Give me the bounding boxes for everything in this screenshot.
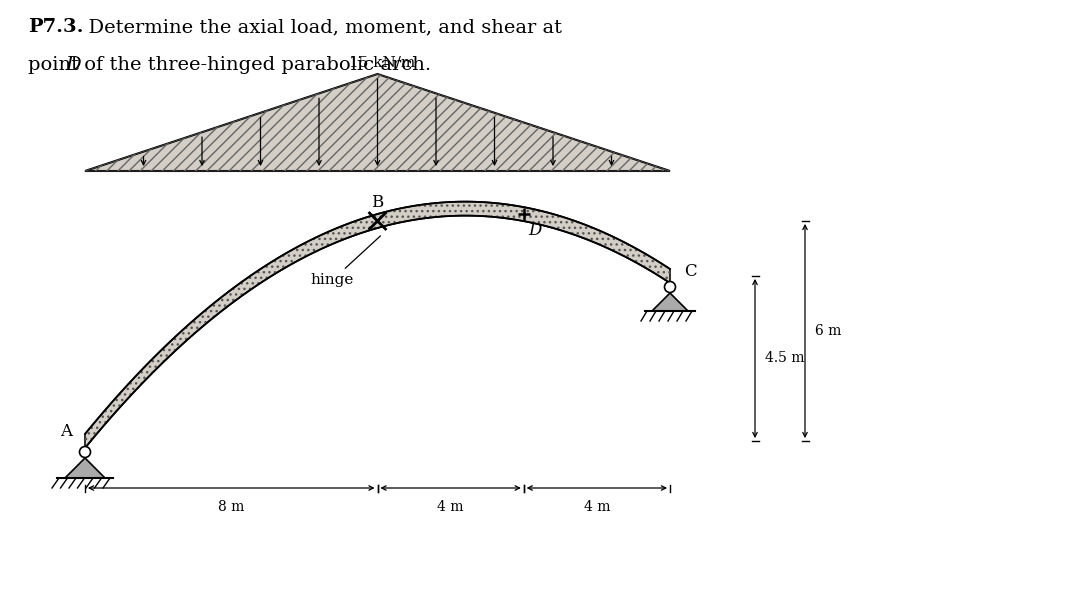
- Circle shape: [80, 446, 91, 458]
- Circle shape: [664, 281, 675, 293]
- Polygon shape: [85, 74, 670, 171]
- Text: 8 m: 8 m: [218, 500, 244, 514]
- Text: D: D: [65, 56, 81, 74]
- Text: C: C: [684, 262, 697, 280]
- Polygon shape: [652, 293, 688, 311]
- Text: P7.3.: P7.3.: [28, 18, 83, 36]
- Polygon shape: [85, 201, 670, 448]
- Text: Determine the axial load, moment, and shear at: Determine the axial load, moment, and sh…: [76, 18, 562, 36]
- Text: B: B: [372, 194, 383, 211]
- Text: of the three-hinged parabolic arch.: of the three-hinged parabolic arch.: [78, 56, 431, 74]
- Text: D: D: [529, 222, 542, 239]
- Text: 4 m: 4 m: [583, 500, 610, 514]
- Text: 4.5 m: 4.5 m: [765, 352, 805, 365]
- Text: A: A: [60, 423, 72, 439]
- Text: 6 m: 6 m: [815, 324, 841, 338]
- Text: 4 m: 4 m: [437, 500, 464, 514]
- Text: point: point: [28, 56, 85, 74]
- Text: 15 kN/m: 15 kN/m: [349, 55, 416, 69]
- Text: hinge: hinge: [311, 236, 380, 287]
- Polygon shape: [65, 458, 105, 478]
